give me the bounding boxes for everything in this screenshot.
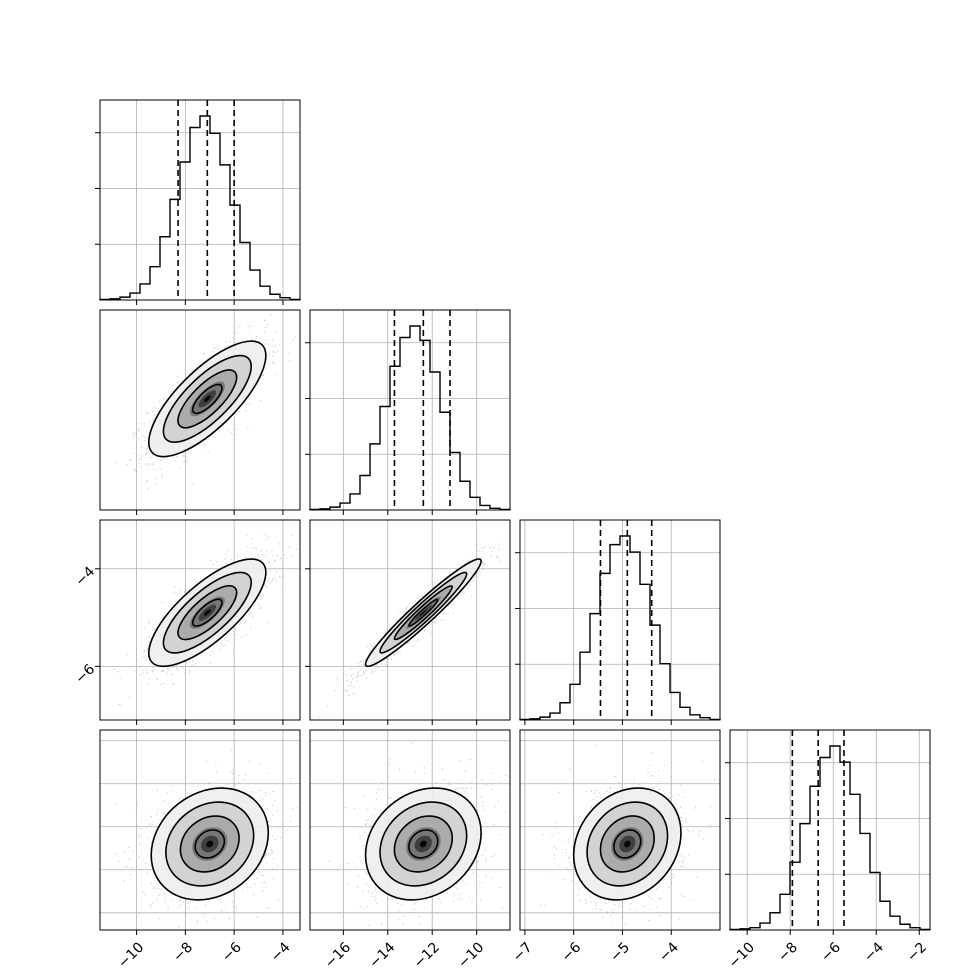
contour-line [191, 598, 223, 627]
contour-line [364, 558, 482, 668]
panel-content [310, 520, 510, 720]
histogram-series [519, 535, 721, 721]
pair-panel-3-2 [519, 729, 721, 931]
x-tick-label: −14 [366, 939, 398, 970]
x-tick-label: −12 [411, 939, 443, 970]
density-shade [624, 840, 631, 848]
panel-content [520, 730, 720, 930]
pair-panel-2-1 [309, 519, 511, 721]
density-shade [419, 840, 427, 848]
panel-content [310, 730, 510, 930]
hist-panel-0 [95, 99, 301, 301]
x-tick-label: −10 [455, 939, 487, 970]
contour-line [599, 815, 655, 873]
contour-line [408, 829, 439, 859]
contour-line [613, 829, 642, 859]
x-tick-label: −7 [510, 939, 536, 965]
contour-line [150, 787, 270, 901]
density-shade [206, 840, 214, 848]
contour-line [177, 369, 238, 429]
pair-panel-2-0 [99, 519, 301, 721]
panel-background [520, 520, 720, 720]
x-tick-label: −2 [904, 939, 930, 965]
contour-line [393, 815, 454, 873]
x-tick-label: −8 [775, 939, 801, 965]
pair-panel-3-1 [309, 729, 511, 931]
x-tick-label: −5 [607, 939, 633, 965]
panel-content [100, 730, 300, 930]
histogram-series [309, 325, 511, 511]
y-tick-label: −4 [72, 564, 98, 590]
pair-panel-1-0 [99, 309, 301, 511]
contour-line [364, 787, 482, 901]
panel-frame [99, 309, 301, 511]
x-tick-label: −16 [322, 939, 354, 970]
contour-line [194, 829, 226, 859]
contour-line [162, 571, 253, 654]
panel-frame [519, 519, 721, 721]
panel-content [100, 520, 300, 720]
y-tick-label: −6 [72, 661, 98, 687]
hist-panel-1 [305, 309, 511, 511]
contour-line [586, 801, 669, 887]
hist-panel-3 [725, 729, 931, 931]
contour-line [379, 801, 468, 887]
panel-frame [729, 729, 931, 931]
contour-line [572, 787, 682, 901]
x-tick-label: −6 [219, 939, 245, 965]
contour-line [147, 558, 267, 668]
panel-frame [519, 729, 721, 931]
density-shade [203, 395, 211, 403]
panel-content [113, 310, 297, 510]
contour-line [165, 801, 255, 887]
panel-frame [309, 309, 511, 511]
panel-frame [99, 99, 301, 301]
density-shade [419, 609, 427, 616]
contour-line [191, 383, 223, 415]
histogram-series [729, 745, 931, 931]
contour-line [393, 585, 454, 641]
x-tick-label: −8 [170, 939, 196, 965]
x-tick-label: −4 [268, 939, 294, 965]
contour-line [147, 340, 267, 458]
x-tick-label: −10 [726, 939, 758, 970]
panel-background [310, 310, 510, 510]
x-tick-label: −4 [861, 939, 887, 965]
x-tick-label: −10 [115, 939, 147, 970]
contour-line [408, 598, 439, 627]
hist-panel-2 [515, 519, 721, 721]
panel-background [100, 100, 300, 300]
pair-panel-3-0 [99, 729, 301, 931]
panel-frame [309, 729, 511, 931]
x-tick-label: −6 [818, 939, 844, 965]
density-shade [203, 609, 211, 616]
panel-frame [309, 519, 511, 721]
contour-line [177, 585, 238, 641]
panel-frame [99, 519, 301, 721]
histogram-series [99, 115, 301, 301]
x-tick-label: −4 [656, 939, 682, 965]
contour-line [162, 354, 253, 444]
panel-frame [99, 729, 301, 931]
panel-background [730, 730, 930, 930]
contour-line [179, 815, 240, 873]
contour-line [379, 571, 468, 654]
x-tick-label: −6 [558, 939, 584, 965]
